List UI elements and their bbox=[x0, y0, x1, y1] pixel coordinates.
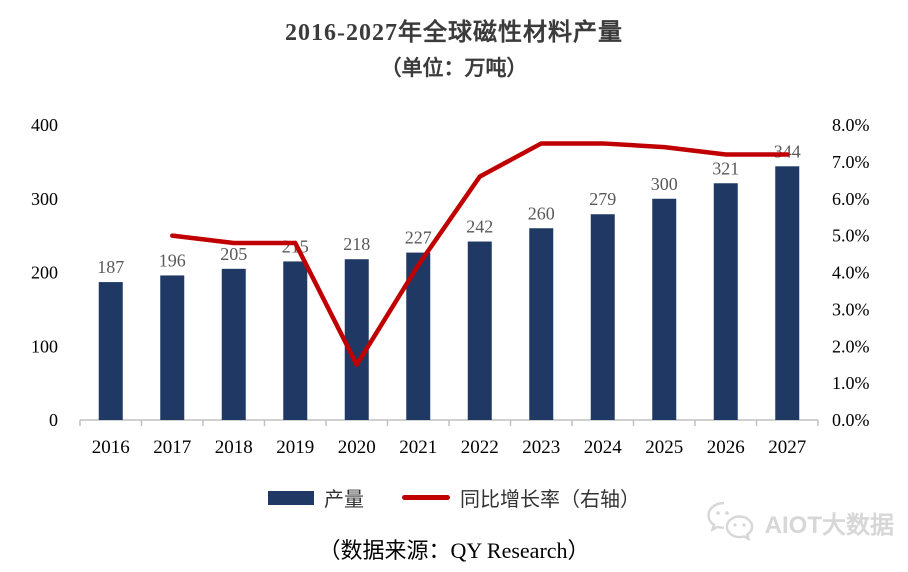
bar-2026 bbox=[713, 183, 738, 420]
bar-value-label: 187 bbox=[97, 257, 124, 277]
chart-title: 2016-2027年全球磁性材料产量 bbox=[285, 20, 623, 46]
growth-rate-line bbox=[170, 141, 790, 367]
bar-value-label: 218 bbox=[343, 234, 370, 254]
bar-value-label: 321 bbox=[712, 158, 739, 178]
x-axis-label: 2016 bbox=[92, 437, 130, 458]
legend-label-growth: 同比增长率（右轴） bbox=[460, 489, 640, 511]
x-axis-label: 2017 bbox=[153, 437, 191, 458]
bar-value-label: 205 bbox=[220, 244, 247, 264]
left-axis-tick-label: 400 bbox=[31, 115, 58, 135]
legend: 产量 同比增长率（右轴） bbox=[0, 483, 908, 512]
right-axis-tick-label: 6.0% bbox=[832, 189, 870, 209]
bar-value-label: 300 bbox=[651, 174, 678, 194]
legend-item-production: 产量 bbox=[268, 483, 364, 512]
data-source-note: （数据来源：QY Research） bbox=[318, 538, 590, 563]
left-axis-tick-label: 0 bbox=[49, 410, 58, 430]
bar-2019 bbox=[283, 261, 308, 420]
legend-item-growth: 同比增长率（右轴） bbox=[402, 483, 640, 512]
legend-label-production: 产量 bbox=[324, 489, 364, 511]
right-axis-tick-label: 5.0% bbox=[832, 226, 870, 246]
right-axis-tick-label: 0.0% bbox=[832, 410, 870, 430]
bar-2023 bbox=[529, 228, 554, 420]
watermark-label: AIOT大数据 bbox=[764, 511, 894, 539]
right-axis-tick-label: 1.0% bbox=[832, 373, 870, 393]
x-axis-label: 2018 bbox=[215, 437, 253, 458]
x-axis-label: 2019 bbox=[276, 437, 314, 458]
bar-2022 bbox=[467, 241, 492, 420]
x-axis-label: 2026 bbox=[707, 437, 745, 458]
x-axis-label: 2023 bbox=[522, 437, 560, 458]
right-axis-tick-label: 7.0% bbox=[832, 152, 870, 172]
bar-2020 bbox=[344, 259, 369, 420]
x-axis-label: 2025 bbox=[645, 437, 683, 458]
chart-subtitle: （单位：万吨） bbox=[380, 56, 528, 80]
bar-2025 bbox=[652, 198, 677, 420]
x-axis-label: 2021 bbox=[399, 437, 437, 458]
right-axis-tick-label: 2.0% bbox=[832, 336, 870, 356]
bar-2017 bbox=[160, 275, 185, 420]
bar-2016 bbox=[98, 282, 123, 420]
wechat-bubbles-icon bbox=[706, 501, 753, 542]
right-axis-tick-label: 3.0% bbox=[832, 299, 870, 319]
bar-value-label: 279 bbox=[589, 189, 616, 209]
watermark: AIOT大数据 bbox=[705, 500, 894, 544]
bar-series-swatch bbox=[268, 490, 314, 505]
right-axis-tick-label: 8.0% bbox=[832, 115, 870, 135]
line-series-swatch bbox=[402, 495, 450, 500]
bar-value-label: 227 bbox=[405, 228, 432, 248]
bar-value-label: 196 bbox=[159, 250, 186, 270]
bar-2018 bbox=[221, 268, 246, 420]
bar-value-label: 242 bbox=[466, 217, 493, 237]
left-axis-tick-label: 100 bbox=[31, 336, 58, 356]
bar-value-label: 344 bbox=[774, 141, 801, 161]
bar-2027 bbox=[775, 166, 800, 420]
left-axis-tick-label: 200 bbox=[31, 263, 58, 283]
x-axis-label: 2027 bbox=[768, 437, 806, 458]
bar-value-label: 260 bbox=[528, 203, 555, 223]
left-axis-tick-label: 300 bbox=[31, 189, 58, 209]
x-axis-label: 2024 bbox=[584, 437, 623, 458]
production-growth-chart: 0 100 200 300 400 0.0% 1.0% 2.0% 3.0% 4.0% 5.0% 6.0… bbox=[31, 115, 870, 458]
x-axis-label: 2022 bbox=[461, 437, 499, 458]
x-axis-label: 2020 bbox=[338, 437, 376, 458]
bar-2024 bbox=[590, 214, 615, 420]
right-axis-tick-label: 4.0% bbox=[832, 263, 870, 283]
